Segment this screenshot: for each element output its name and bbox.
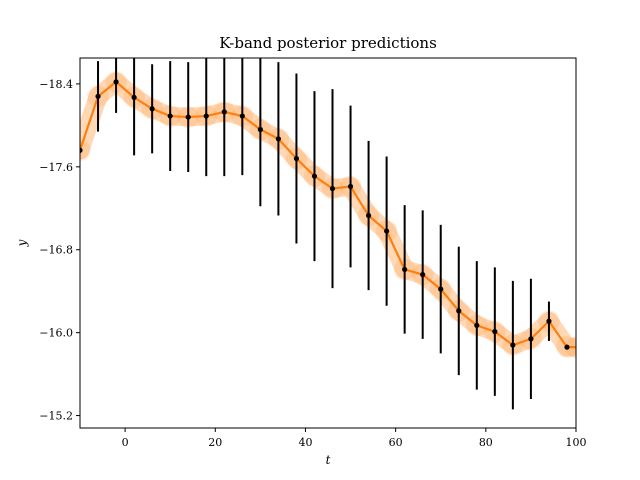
plot-area [80,58,576,410]
data-point [203,113,209,119]
chart-title: K-band posterior predictions [219,34,437,52]
x-tick-label: 80 [479,436,493,449]
y-tick-label: −18.4 [39,78,73,91]
x-axis: 0 20 40 60 80 100 [122,428,587,449]
y-axis: −18.4 −17.6 −16.8 −16.0 −15.2 [39,78,80,423]
data-point [546,318,552,324]
data-point [311,173,318,179]
data-point [221,109,227,115]
data-point [95,93,101,99]
data-point [293,155,300,162]
data-point [149,106,155,112]
data-point [384,228,390,234]
data-point [167,113,173,119]
x-axis-label: t [326,453,331,467]
data-point [80,147,83,153]
data-point [564,344,570,350]
data-point [329,185,336,192]
x-tick-label: 40 [298,436,312,449]
data-point [239,113,245,119]
x-tick-label: 100 [566,436,587,449]
data-point [275,136,281,142]
data-point [347,183,354,190]
data-point [257,126,263,133]
prediction-line [80,80,576,349]
y-tick-label: −15.2 [39,410,73,423]
data-point [438,286,444,292]
confidence-band [80,72,576,357]
data-point [492,329,498,335]
y-tick-label: −16.0 [39,327,73,340]
data-point [528,336,534,342]
data-point [365,212,372,219]
data-point [113,79,119,85]
data-point [420,272,426,278]
data-point [474,322,480,328]
x-tick-label: 60 [389,436,403,449]
data-point [510,342,516,348]
axes-frame [79,57,577,429]
x-tick-label: 0 [122,436,129,449]
data-point [185,114,191,120]
x-tick-label: 20 [208,436,222,449]
data-point [456,308,462,314]
y-tick-label: −16.8 [39,244,73,257]
y-tick-label: −17.6 [39,161,73,174]
y-axis-label: y [15,239,29,247]
data-point [402,266,408,273]
data-point [131,94,137,100]
